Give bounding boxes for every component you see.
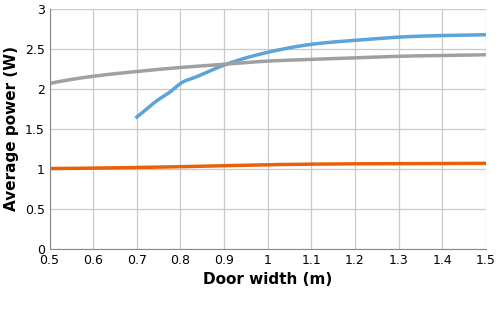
Method 3 — [48, 81, 54, 85]
X-axis label: Door width (m): Door width (m) — [203, 272, 332, 287]
Method 3 — [442, 54, 448, 57]
Method 2 — [483, 161, 489, 165]
Method 1 — [134, 115, 140, 119]
Method 2 — [306, 162, 312, 166]
Method 3 — [314, 57, 320, 61]
Line: Method 3: Method 3 — [50, 55, 486, 84]
Method 3 — [305, 58, 311, 62]
Method 1 — [340, 39, 346, 43]
Line: Method 1: Method 1 — [137, 35, 486, 117]
Method 1 — [450, 33, 456, 37]
Method 1 — [348, 39, 354, 42]
Line: Method 2: Method 2 — [50, 163, 486, 168]
Method 3 — [483, 53, 489, 56]
Method 1 — [483, 33, 489, 37]
Method 2 — [314, 162, 320, 166]
Method 3 — [414, 54, 420, 58]
Method 2 — [414, 162, 420, 166]
Method 2 — [46, 167, 52, 170]
Method 1 — [342, 39, 347, 43]
Method 2 — [305, 162, 311, 166]
Y-axis label: Average power (W): Average power (W) — [4, 47, 19, 211]
Method 3 — [306, 58, 312, 62]
Method 3 — [46, 82, 52, 85]
Method 1 — [135, 114, 141, 118]
Method 1 — [428, 34, 434, 38]
Method 2 — [48, 167, 54, 170]
Method 2 — [442, 162, 448, 166]
